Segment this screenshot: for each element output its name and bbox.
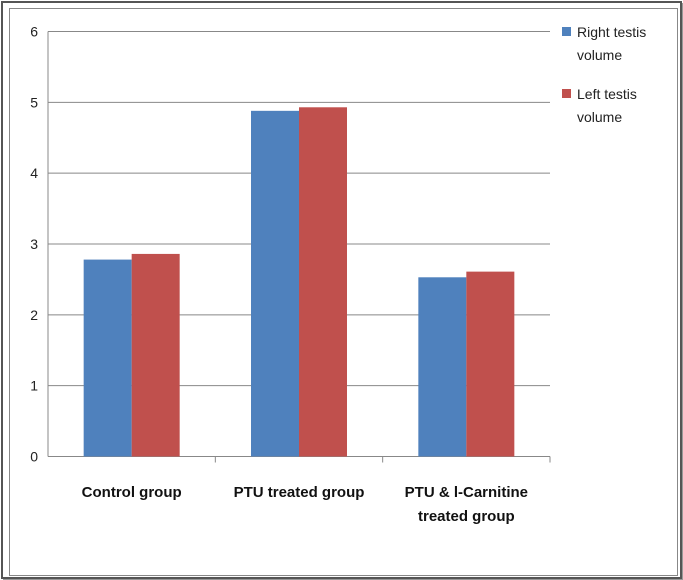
bar-right-testis xyxy=(83,259,132,457)
legend-label: Right testis xyxy=(577,24,646,40)
bar-left-testis xyxy=(466,271,515,457)
legend-swatch xyxy=(562,89,571,98)
bar-left-testis xyxy=(299,107,347,457)
bar-right-testis xyxy=(418,277,467,457)
chart-inner-border xyxy=(9,8,678,576)
x-category-label: PTU treated group xyxy=(234,484,365,501)
bar-left-testis xyxy=(131,253,180,457)
y-tick-label: 6 xyxy=(30,24,38,40)
x-category-label: Control group xyxy=(82,484,182,501)
x-category-label: treated group xyxy=(418,508,515,525)
legend-label: volume xyxy=(577,47,622,63)
y-tick-label: 1 xyxy=(30,378,38,394)
y-tick-label: 4 xyxy=(30,165,38,181)
legend-swatch xyxy=(562,27,571,36)
bar-right-testis xyxy=(251,110,299,457)
y-tick-label: 2 xyxy=(30,307,38,323)
legend-label: Left testis xyxy=(577,86,637,102)
y-tick-label: 5 xyxy=(30,94,38,110)
y-tick-label: 3 xyxy=(30,236,38,252)
y-tick-label: 0 xyxy=(30,449,38,465)
legend-label: volume xyxy=(577,109,622,125)
x-category-label: PTU & l-Carnitine xyxy=(405,484,528,501)
